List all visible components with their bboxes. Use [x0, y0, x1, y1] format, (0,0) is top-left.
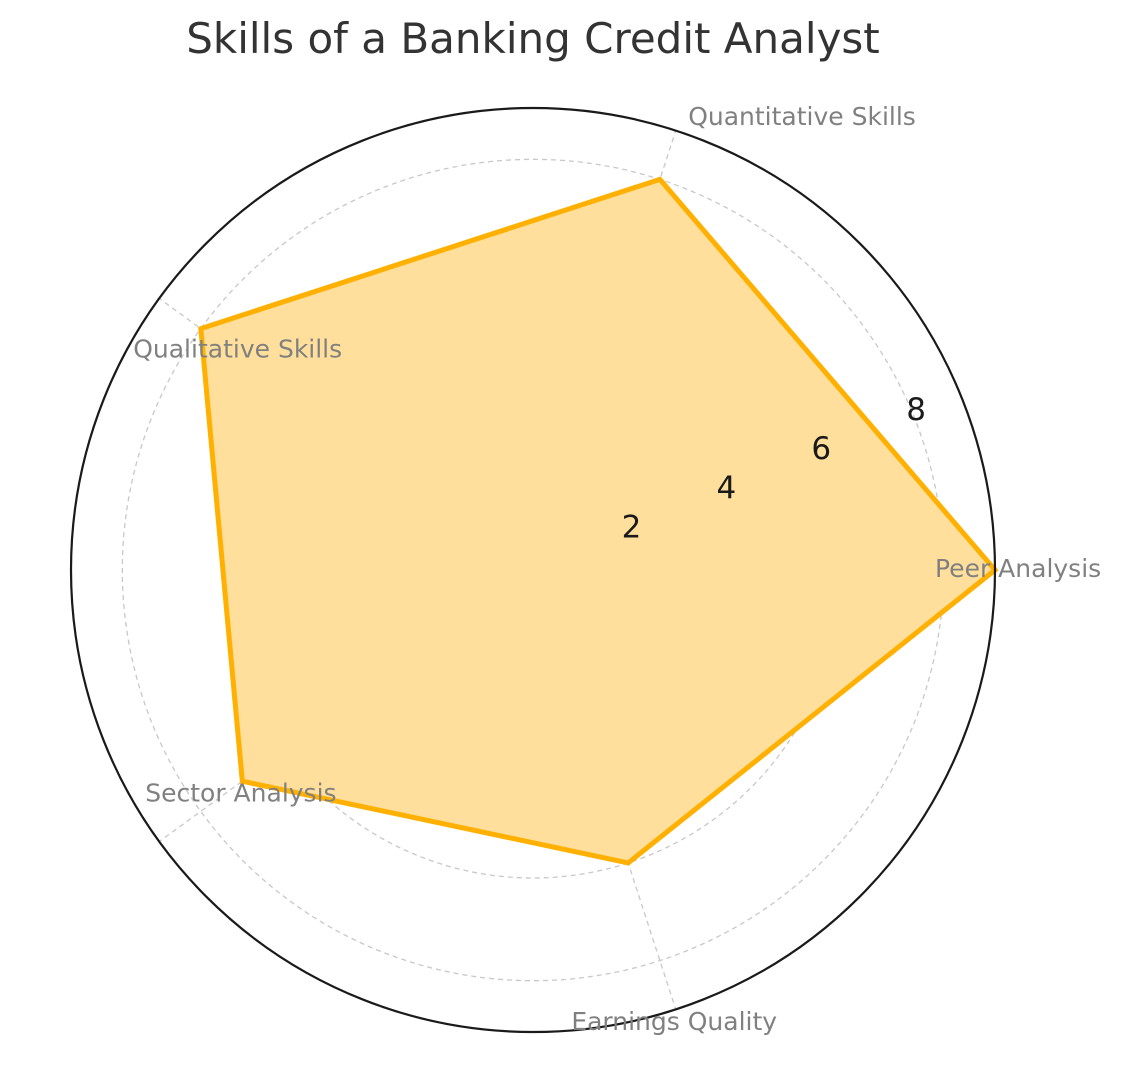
series-layer: [69, 106, 999, 1034]
tick-layer: 2 4 6 8: [622, 392, 926, 546]
r-tick-label: 8: [906, 392, 926, 428]
category-label: Peer Analysis: [935, 554, 1101, 583]
category-label: Sector Analysis: [145, 778, 336, 807]
chart-title: Skills of a Banking Credit Analyst: [186, 14, 880, 63]
series-polygon: [198, 176, 999, 866]
outer-frame: [69, 106, 997, 1034]
category-label: Qualitative Skills: [133, 335, 342, 364]
category-label: Quantitative Skills: [688, 102, 916, 131]
r-tick-label: 6: [811, 431, 831, 467]
category-label: Earnings Quality: [571, 1007, 777, 1036]
r-tick-label: 2: [622, 510, 642, 546]
label-layer: Peer Analysis Quantitative Skills Qualitat…: [133, 102, 1101, 1036]
r-tick-label: 4: [717, 470, 737, 506]
